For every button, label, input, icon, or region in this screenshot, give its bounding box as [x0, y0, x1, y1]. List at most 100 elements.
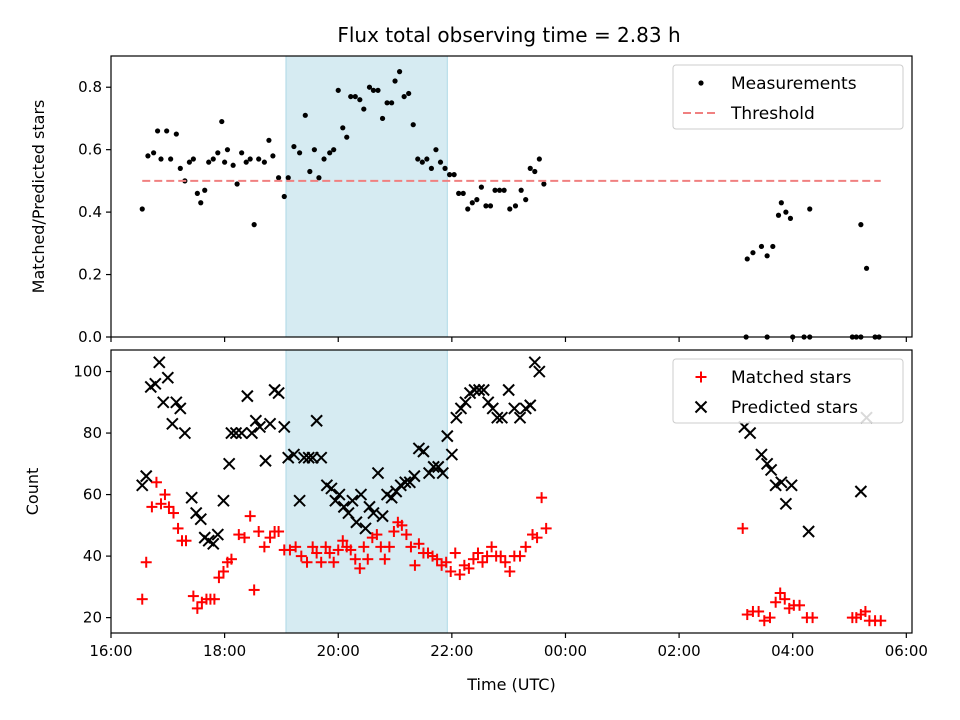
- measurement-point: [251, 222, 257, 228]
- matched-star-point: [295, 550, 307, 562]
- predicted-star-point: [482, 396, 495, 409]
- top-highlight-span: [285, 55, 448, 338]
- measurement-point: [750, 250, 756, 256]
- measurement-point: [518, 187, 524, 193]
- predicted-star-point: [454, 402, 468, 415]
- predicted-star-point: [408, 469, 421, 483]
- matched-star-point: [301, 556, 313, 568]
- matched-star-point: [770, 596, 782, 608]
- bottom-highlight-span: [285, 349, 448, 634]
- measurement-point: [222, 159, 228, 165]
- predicted-star-point: [417, 445, 430, 458]
- measurement-point: [316, 175, 322, 181]
- measurement-point: [541, 181, 547, 187]
- matched-star-point: [307, 541, 319, 553]
- measurement-point: [348, 93, 354, 100]
- predicted-star-point: [170, 396, 183, 409]
- measurement-point: [177, 165, 183, 171]
- matched-star-point: [371, 529, 383, 541]
- predicted-star-point: [436, 466, 449, 480]
- bottom-legend-item: Predicted stars: [694, 398, 858, 418]
- predicted-star-point: [350, 516, 363, 529]
- measurement-point: [224, 147, 231, 153]
- measurement-point: [139, 206, 145, 212]
- predicted-star-point: [149, 377, 162, 391]
- predicted-star-point: [314, 451, 328, 464]
- predicted-star-point: [371, 466, 385, 480]
- predicted-star-point: [225, 426, 238, 440]
- legend-matched-marker: [695, 371, 707, 383]
- measurement-point: [281, 193, 287, 200]
- top-legend-label: Measurements: [731, 74, 857, 94]
- measurement-point: [190, 156, 196, 162]
- matched-star-point: [758, 615, 770, 627]
- matched-star-point: [159, 489, 171, 501]
- matched-star-point: [540, 522, 552, 534]
- measurement-point: [202, 187, 208, 193]
- predicted-star-point: [272, 386, 285, 400]
- matched-star-point: [400, 529, 412, 541]
- matched-star-point: [362, 553, 374, 565]
- measurement-point: [469, 200, 475, 206]
- measurement-point: [239, 150, 245, 156]
- predicted-star-point: [354, 488, 368, 501]
- bottom-ytick-label: 100: [73, 363, 102, 381]
- predicted-star-point: [153, 356, 166, 369]
- matched-star-point: [233, 529, 245, 541]
- matched-star-point: [208, 593, 220, 605]
- matched-star-point: [477, 556, 489, 568]
- measurement-point: [389, 100, 395, 106]
- measurement-point: [764, 253, 770, 259]
- top-ytick-label: 0.4: [78, 203, 102, 221]
- measurement-point: [807, 206, 813, 212]
- matched-star-point: [520, 541, 532, 553]
- predicted-star-point: [477, 383, 490, 397]
- matched-star-point: [807, 612, 819, 624]
- matched-star-point: [328, 556, 340, 568]
- predicted-star-point: [760, 457, 774, 471]
- measurement-point: [507, 206, 513, 212]
- measurement-point: [206, 159, 212, 165]
- matched-star-point: [472, 547, 484, 559]
- measurement-point: [428, 165, 434, 171]
- matched-star-point: [337, 535, 349, 547]
- bottom-ytick-label: 60: [83, 486, 102, 504]
- measurement-point: [266, 137, 272, 143]
- bottom-axes-frame: [110, 349, 913, 634]
- matched-star-point: [290, 541, 302, 553]
- predicted-star-point: [513, 411, 527, 424]
- predicted-star-point: [508, 402, 521, 415]
- measurement-point: [154, 128, 161, 134]
- matched-star-point: [315, 556, 327, 568]
- measurement-point: [302, 112, 308, 118]
- predicted-star-point: [211, 528, 225, 541]
- legend-predicted-marker: [694, 400, 708, 414]
- predicted-star-point: [528, 356, 541, 369]
- predicted-star-point: [802, 525, 815, 538]
- predicted-star-point: [136, 479, 149, 492]
- measurement-point: [483, 203, 489, 209]
- matched-star-point: [737, 522, 749, 534]
- measurement-point: [787, 215, 794, 221]
- measurement-point: [527, 165, 533, 171]
- predicted-star-point: [337, 500, 351, 514]
- matched-star-point: [349, 553, 361, 565]
- matched-star-point: [463, 562, 475, 574]
- measurement-point: [335, 87, 341, 93]
- measurement-point: [219, 118, 225, 125]
- measurement-point: [331, 147, 337, 153]
- measurement-point: [247, 156, 253, 162]
- top-ytick-label: 0.2: [78, 266, 102, 284]
- measurement-point: [783, 209, 789, 215]
- predicted-star-point: [764, 463, 778, 477]
- predicted-star-point: [222, 457, 236, 471]
- predicted-star-point: [399, 476, 412, 489]
- measurement-point: [433, 147, 439, 153]
- measurement-point: [532, 168, 538, 175]
- measurement-point: [478, 184, 484, 190]
- measurement-point: [406, 90, 412, 97]
- predicted-star-point: [157, 396, 170, 409]
- predicted-star-point: [346, 494, 359, 507]
- measurement-point: [256, 156, 262, 162]
